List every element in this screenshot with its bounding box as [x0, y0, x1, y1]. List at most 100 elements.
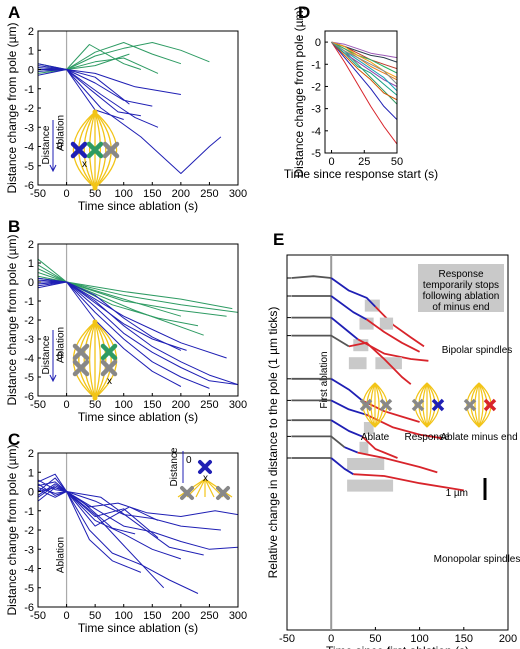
x-tick-label: 0: [328, 156, 334, 168]
y-axis-label: Distance change from pole (µm): [5, 235, 19, 406]
series-line: [38, 483, 204, 556]
trace-segment-red: [374, 306, 425, 348]
y-tick-label: 1: [28, 258, 34, 270]
y-tick-label: -1: [24, 506, 34, 518]
chromosome-gray: [72, 343, 90, 361]
arrow-head-icon: [49, 374, 57, 383]
y-tick-label: -6: [24, 180, 34, 192]
x-tick-label: 150: [455, 633, 473, 645]
microtubule-arc: [72, 111, 96, 189]
x-axis-label: Time since response start (s): [284, 167, 438, 181]
y-tick-label: 0: [28, 277, 34, 289]
series-line: [38, 275, 204, 336]
microtubule-arc: [374, 382, 380, 428]
panel-label: C: [8, 430, 20, 449]
microtubule-arc: [89, 321, 96, 399]
series-line: [38, 264, 238, 313]
series-line: [38, 53, 130, 74]
pause-shade: [347, 458, 385, 470]
y-tick-label: -5: [24, 583, 34, 595]
series-line: [38, 65, 153, 107]
microtubule-arc: [83, 321, 96, 399]
ablation-label: Ablation: [56, 537, 67, 573]
microtubule-arc: [94, 321, 101, 399]
y-axis-label: Distance change from pole (µm): [292, 7, 306, 178]
x-tick-label: 50: [89, 188, 101, 200]
x-tick-label: -50: [30, 399, 46, 411]
ablation-mark: x: [82, 159, 87, 170]
trace-segment-red: [361, 399, 420, 423]
trace: [287, 435, 438, 474]
group-label-monopolar: Monopolar spindles: [434, 554, 520, 565]
trace-segment-red: [353, 473, 464, 492]
microtubule-arc: [370, 382, 376, 428]
annotation-line: temporarily stops: [423, 280, 499, 291]
series-line: [331, 41, 397, 96]
y-tick-label: 1: [28, 45, 34, 57]
chromosome-gray: [102, 141, 120, 159]
x-tick-label: 0: [64, 188, 70, 200]
y-tick-label: -3: [24, 122, 34, 134]
microtubule-arc: [83, 111, 96, 189]
legend-item: Response: [404, 382, 450, 443]
x-axis-label: Time since ablation (s): [78, 410, 198, 424]
spindle-pole: [92, 319, 98, 325]
panel-label: B: [8, 217, 20, 236]
x-tick-label: 150: [143, 610, 161, 622]
chromosome-gray: [216, 486, 230, 500]
legend-label: Response: [404, 432, 449, 443]
y-tick-label: -6: [24, 391, 34, 403]
pause-shade: [347, 479, 394, 492]
series-line: [38, 487, 136, 535]
chromosome-green: [100, 343, 118, 361]
y-tick-label: 0: [28, 487, 34, 499]
series-line: [331, 41, 397, 85]
series-line: [38, 281, 238, 386]
series-group: [38, 258, 238, 389]
annotation-line: Response: [438, 269, 483, 280]
series-group: [331, 41, 397, 145]
pause-shade: [363, 422, 374, 434]
series-line: [331, 41, 397, 145]
series-line: [38, 69, 159, 128]
x-tick-label: 0: [328, 633, 334, 645]
annotation-line: following ablation: [423, 291, 500, 302]
x-tick-label: 50: [89, 610, 101, 622]
series-line: [38, 268, 199, 327]
trace-segment-red: [357, 451, 438, 474]
spindle-pole: [92, 109, 98, 115]
panel-e: E -50 0 50 100 150 200 Time since first ablatio…: [266, 230, 520, 649]
pause-shade: [348, 357, 367, 370]
spindle-pole: [92, 185, 98, 191]
microtubule-arc: [478, 382, 484, 428]
series-group: [38, 473, 238, 594]
trace-segment-blue: [330, 457, 354, 475]
microtubule-arc: [414, 382, 428, 428]
plot-frame: [324, 30, 398, 154]
x-axis-label: Time since ablation (s): [78, 621, 198, 635]
y-tick-label: -3: [24, 334, 34, 346]
microtubule-arc: [422, 382, 428, 428]
x-tick-label: 250: [200, 188, 218, 200]
chromosome-blue: [198, 460, 212, 474]
y-tick-label: -3: [24, 544, 34, 556]
x-tick-label: 200: [172, 399, 190, 411]
series-line: [38, 281, 182, 387]
trace-segment-red: [348, 341, 412, 385]
x-axis-label: Time since ablation (s): [78, 199, 198, 213]
series-line: [38, 483, 159, 539]
chromosome-blue: [70, 141, 88, 159]
trace: [287, 377, 420, 423]
x-tick-label: 100: [115, 399, 133, 411]
trace-segment-blue: [330, 378, 363, 402]
x-tick-label: 50: [89, 399, 101, 411]
distance-zero-label: 0: [186, 455, 192, 466]
plot-frame: [37, 452, 239, 608]
legend-item: Ablate: [359, 382, 393, 443]
x-tick-label: 200: [172, 188, 190, 200]
pause-shade: [359, 317, 374, 330]
x-tick-label: -50: [30, 188, 46, 200]
